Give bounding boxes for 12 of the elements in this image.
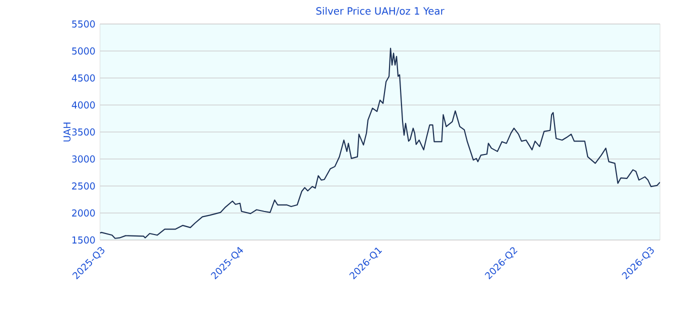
y-tick-label: 4000 — [72, 101, 95, 109]
y-tick-label: 3500 — [72, 128, 95, 136]
y-axis-title: UAH — [64, 122, 71, 142]
y-tick-label: 1500 — [72, 236, 95, 244]
y-tick-label: 3000 — [72, 155, 95, 163]
y-tick-label: 2500 — [72, 182, 95, 190]
y-tick-label: 5500 — [72, 20, 95, 28]
y-tick-label: 2000 — [72, 209, 95, 217]
line-series — [100, 48, 660, 239]
y-tick-label: 5000 — [72, 47, 95, 55]
y-tick-label: 4500 — [72, 74, 95, 82]
chart-title: Silver Price UAH/oz 1 Year — [316, 6, 444, 16]
